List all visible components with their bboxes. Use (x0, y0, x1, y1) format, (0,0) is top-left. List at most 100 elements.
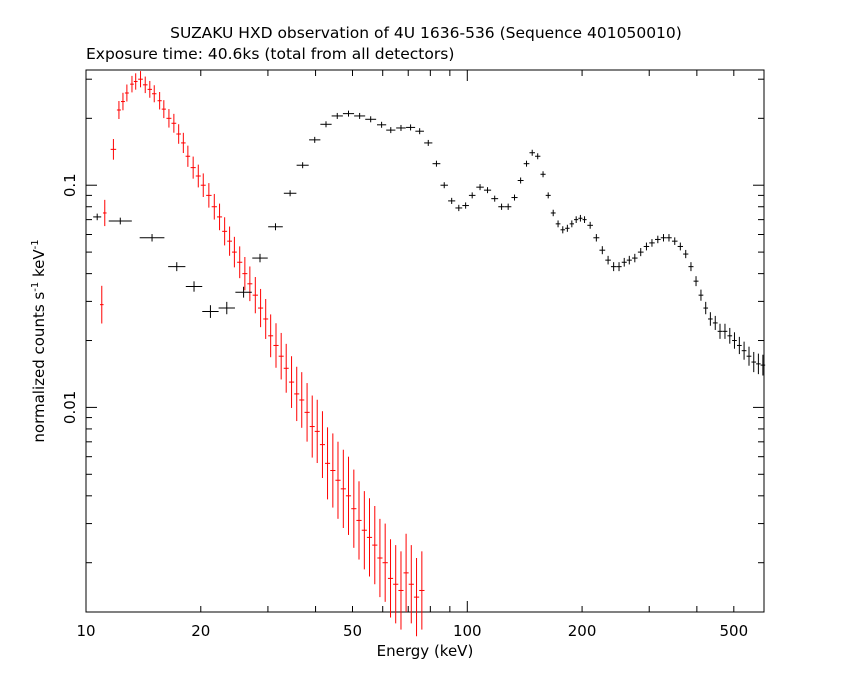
pin-data-point (206, 183, 212, 208)
pin-data-point (372, 505, 378, 585)
gso-series (93, 110, 766, 376)
pin-data-point (273, 323, 279, 368)
pin-data-point (152, 85, 157, 103)
gso-data-point (555, 220, 561, 228)
gso-data-point (565, 224, 570, 232)
pin-data-point (231, 236, 237, 268)
gso-data-point (574, 216, 579, 223)
gso-data-point (677, 242, 684, 251)
gso-data-point (587, 221, 593, 229)
gso-data-point (108, 217, 132, 225)
gso-data-point (517, 177, 524, 184)
gso-data-point (455, 204, 463, 212)
pin-data-point (345, 456, 352, 535)
pin-data-point (166, 109, 172, 128)
y-tick-label: 0.01 (61, 391, 79, 424)
gso-data-point (483, 187, 492, 194)
gso-data-point (746, 346, 752, 366)
pin-data-point (351, 469, 357, 548)
pin-data-point (325, 427, 331, 500)
gso-data-point (235, 286, 252, 298)
gso-data-point (523, 160, 530, 167)
pin-data-point (299, 372, 305, 428)
gso-data-point (760, 354, 766, 376)
gso-data-point (712, 315, 718, 330)
pin-data-point (377, 518, 383, 598)
pin-series (99, 71, 425, 637)
gso-data-point (736, 336, 742, 355)
pin-data-point (294, 366, 300, 422)
pin-data-point (237, 246, 243, 279)
gso-data-point (396, 124, 406, 131)
gso-data-point (660, 234, 667, 242)
gso-data-point (139, 234, 165, 242)
pin-data-point (147, 80, 153, 98)
gso-data-point (283, 190, 297, 197)
gso-data-point (268, 223, 283, 231)
pin-data-point (242, 257, 248, 291)
pin-data-point (398, 551, 404, 630)
gso-data-point (654, 235, 661, 244)
gso-data-point (545, 192, 551, 199)
gso-data-point (440, 182, 448, 189)
pin-data-point (278, 332, 284, 380)
pin-data-point (419, 551, 425, 630)
gso-data-point (621, 257, 627, 267)
y-axis-label-exp1: -1 (30, 282, 41, 292)
gso-data-point (93, 213, 102, 221)
gso-data-point (717, 323, 723, 339)
gso-data-point (424, 139, 433, 146)
gso-data-point (354, 112, 366, 119)
pin-data-point (408, 545, 414, 624)
pin-data-point (387, 539, 394, 618)
pin-data-point (124, 84, 129, 102)
pin-data-point (185, 145, 191, 167)
gso-data-point (505, 203, 512, 210)
gso-data-point (432, 160, 441, 167)
pin-data-point (157, 92, 162, 110)
pin-data-point (263, 299, 269, 339)
gso-data-point (511, 194, 518, 201)
pin-data-point (288, 356, 295, 408)
gso-data-point (202, 305, 219, 318)
pin-data-point (142, 76, 148, 94)
gso-data-point (386, 127, 396, 134)
pin-data-point (403, 533, 409, 612)
x-tick-label: 100 (453, 622, 482, 640)
gso-data-point (415, 128, 424, 135)
gso-data-point (671, 237, 678, 245)
pin-data-point (366, 498, 373, 577)
gso-data-point (462, 202, 469, 209)
gso-data-point (593, 234, 600, 242)
gso-data-point (468, 192, 476, 199)
x-tick-label: 200 (568, 622, 597, 640)
pin-data-point (340, 449, 346, 528)
pin-data-point (335, 441, 341, 519)
gso-data-point (185, 281, 203, 292)
gso-data-point (476, 184, 484, 191)
gso-data-point (365, 116, 377, 123)
gso-data-point (296, 162, 309, 169)
x-axis: 10 20 50 100 200 500 (76, 70, 765, 640)
gso-data-point (168, 262, 186, 272)
y-axis-label-mid: keV (30, 249, 48, 282)
pin-data-point (200, 173, 206, 197)
pin-data-point (283, 343, 289, 393)
pin-data-point (161, 100, 166, 119)
pin-data-point (361, 491, 367, 570)
gso-data-point (406, 124, 416, 131)
x-tick-label: 50 (343, 622, 362, 640)
gso-data-point (643, 242, 650, 251)
y-axis-label-base: normalized counts s (30, 292, 48, 443)
x-tick-label: 20 (191, 622, 210, 640)
gso-data-point (708, 312, 713, 326)
gso-data-point (727, 327, 733, 344)
gso-data-point (569, 220, 574, 228)
gso-data-point (688, 262, 694, 272)
gso-data-point (342, 110, 355, 117)
gso-data-point (540, 171, 546, 178)
gso-data-point (610, 262, 617, 272)
pin-data-point (110, 139, 117, 160)
pin-data-point (252, 277, 258, 314)
